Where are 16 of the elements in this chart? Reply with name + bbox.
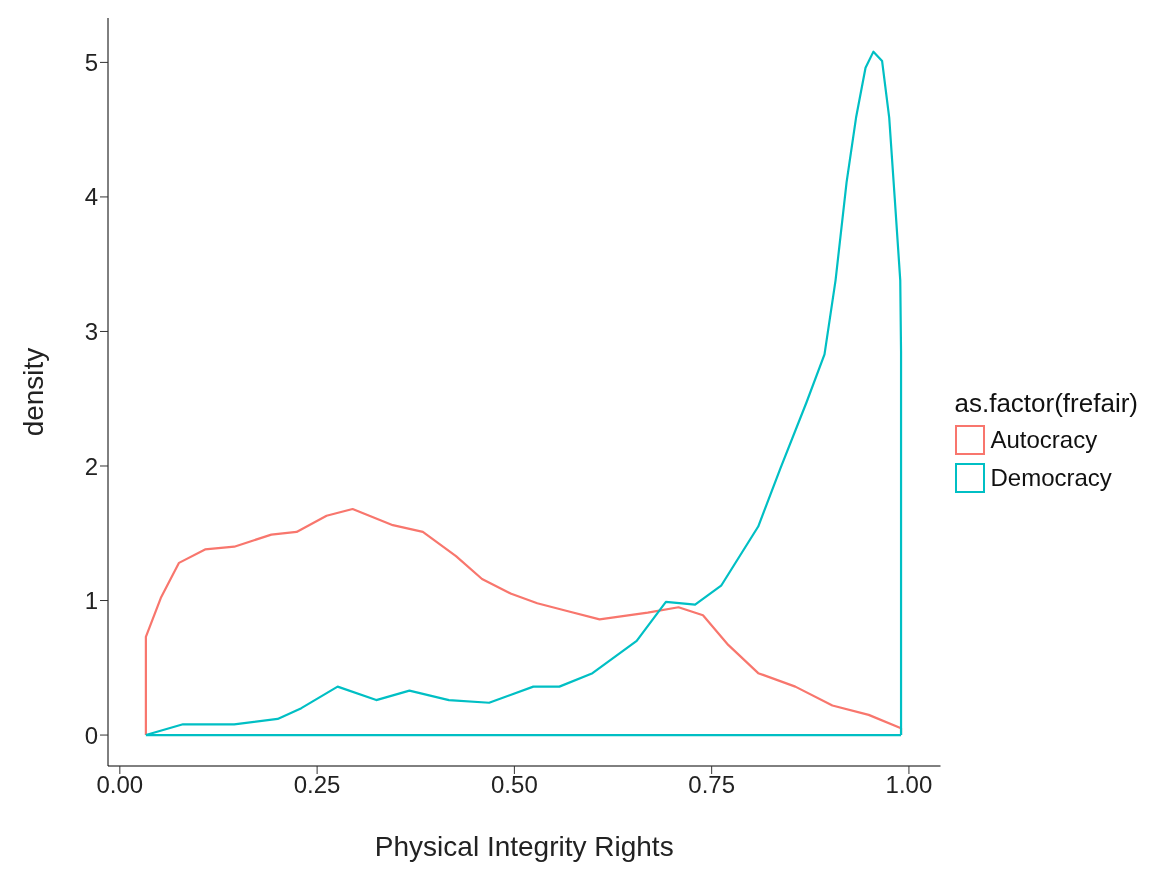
y-tick-label: 5 (84, 48, 98, 76)
x-tick-label: 0.75 (688, 771, 736, 799)
x-tick-label: 0.00 (96, 771, 144, 799)
legend-label: Autocracy (990, 425, 1098, 454)
legend-title: as.factor(frefair) (954, 387, 1138, 419)
legend-label: Democracy (990, 463, 1112, 492)
y-tick-label: 3 (84, 317, 98, 345)
x-tick-label: 0.25 (293, 771, 341, 799)
y-tick-label: 1 (84, 587, 98, 615)
x-tick-label: 0.50 (491, 771, 538, 799)
x-axis-title: Physical Integrity Rights (374, 831, 674, 862)
y-tick-label: 2 (84, 452, 98, 480)
y-tick-label: 0 (84, 721, 98, 749)
y-tick-label: 4 (84, 183, 98, 211)
x-tick-label: 1.00 (885, 771, 933, 799)
y-axis-title: density (17, 347, 49, 437)
